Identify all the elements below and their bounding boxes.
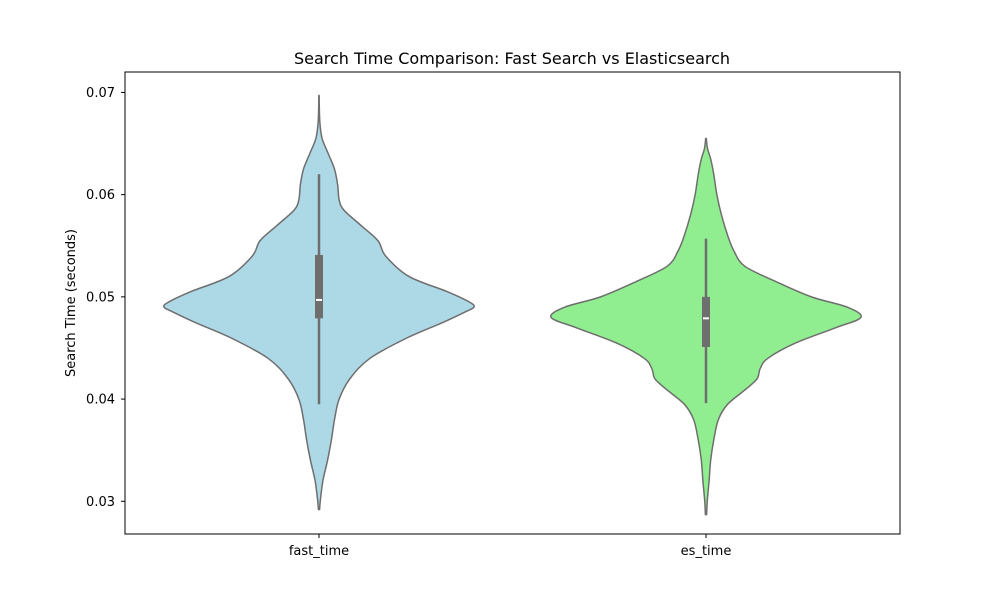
- iqr-box-fast_time: [315, 254, 323, 319]
- plot-frame: [124, 71, 901, 535]
- y-tick-label: 0.07: [86, 86, 115, 101]
- y-tick-label: 0.04: [86, 393, 115, 408]
- x-tick-label: fast_time: [289, 544, 349, 559]
- violin-fast_time: [163, 94, 475, 511]
- axes: 0.03 0.04 0.05 0.06 0.07 fast_time es_time: [86, 71, 901, 559]
- plot-area: [163, 94, 862, 516]
- x-tick-label: es_time: [681, 544, 732, 559]
- y-tick-label: 0.05: [86, 290, 115, 305]
- violin-es_time: [550, 137, 862, 516]
- chart-title: Search Time Comparison: Fast Search vs E…: [294, 49, 730, 68]
- y-axis-label: Search Time (seconds): [64, 229, 79, 377]
- y-tick-label: 0.06: [86, 188, 115, 203]
- y-tick-label: 0.03: [86, 495, 115, 510]
- iqr-box-es_time: [702, 296, 710, 347]
